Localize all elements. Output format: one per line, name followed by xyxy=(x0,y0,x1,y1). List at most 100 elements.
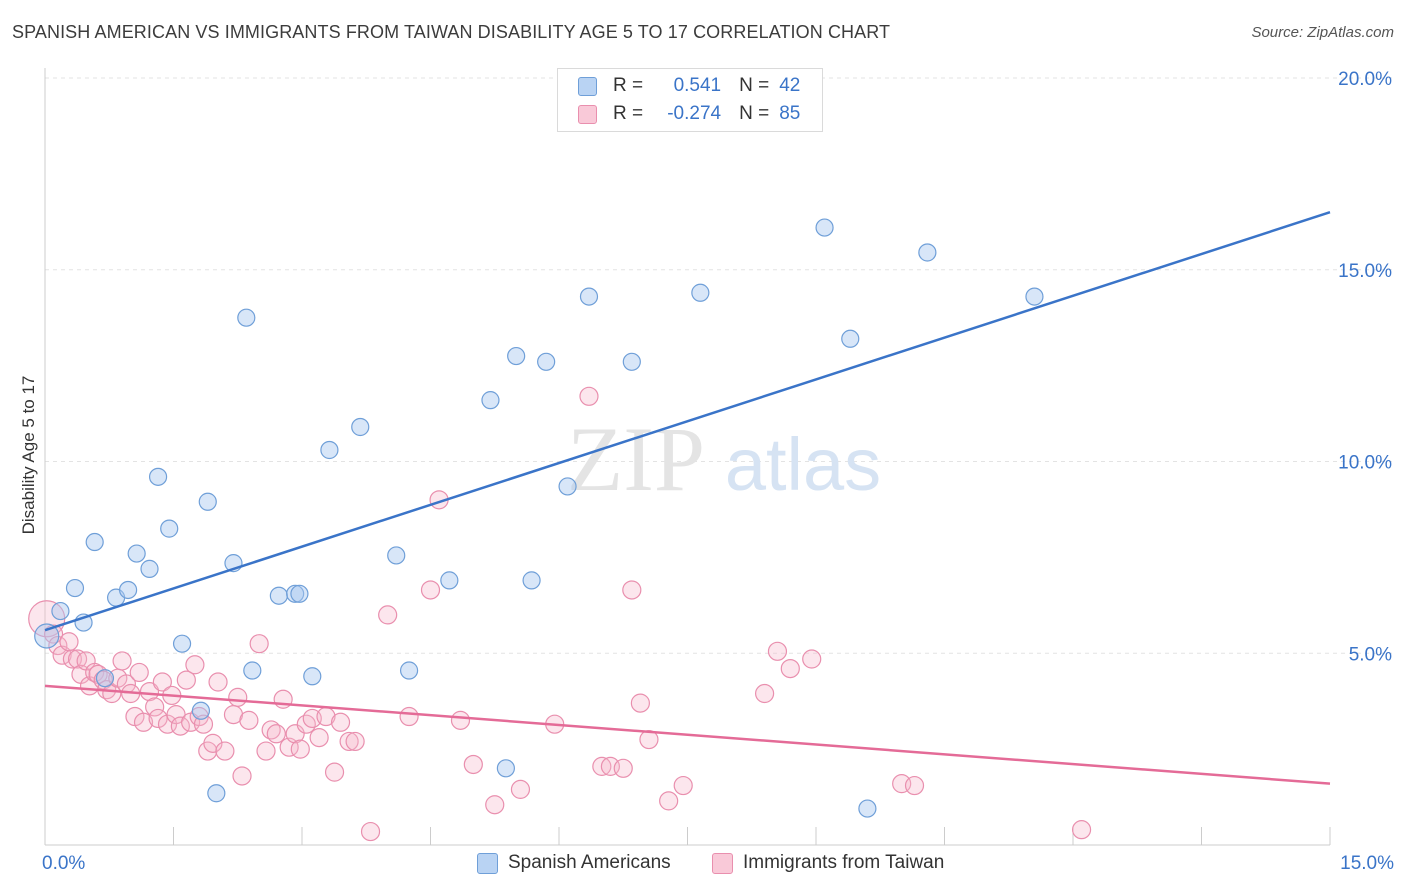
data-point-taiwan xyxy=(780,658,800,679)
data-point-taiwan xyxy=(285,724,305,744)
data-point-taiwan xyxy=(339,731,359,752)
data-point-spanish-american xyxy=(320,440,339,460)
data-point-spanish-american xyxy=(198,492,217,511)
data-point-taiwan xyxy=(208,672,228,692)
legend-item-spanish-americans: Spanish Americans xyxy=(477,852,671,874)
legend-row-immigrants-from-taiwan: R = -0.274 N = 85 xyxy=(578,101,800,127)
data-point-spanish-american xyxy=(65,578,85,598)
data-point-spanish-american xyxy=(290,584,309,603)
data-point-spanish-american xyxy=(207,784,226,803)
trend-line-immigrants-from-taiwan xyxy=(44,684,1331,785)
data-point-taiwan xyxy=(399,706,419,727)
r-label: R = xyxy=(613,75,644,96)
data-point-spanish-american xyxy=(522,571,541,590)
trend-line-spanish-americans xyxy=(44,211,1331,632)
data-point-taiwan xyxy=(59,632,79,652)
data-point-spanish-american xyxy=(440,571,459,590)
data-point-spanish-american xyxy=(841,329,860,348)
data-point-taiwan xyxy=(510,779,531,799)
series-immigrants-from-taiwan xyxy=(28,386,1092,842)
data-point-spanish-american xyxy=(558,477,577,496)
data-point-taiwan xyxy=(767,641,788,661)
data-point-spanish-american xyxy=(399,661,419,680)
data-point-taiwan xyxy=(378,605,398,625)
data-point-taiwan xyxy=(296,714,316,734)
trend-lines xyxy=(44,211,1331,785)
n-label: N = xyxy=(739,75,770,96)
data-point-taiwan xyxy=(360,821,381,842)
data-point-taiwan xyxy=(232,766,252,786)
legend-swatch-pink xyxy=(712,852,733,874)
data-point-taiwan xyxy=(261,720,281,740)
data-point-taiwan xyxy=(290,739,310,759)
series-spanish-americans xyxy=(34,218,1044,818)
data-point-taiwan xyxy=(170,716,190,736)
data-point-taiwan xyxy=(249,634,269,654)
legend-label: Immigrants from Taiwan xyxy=(743,852,945,873)
data-point-taiwan xyxy=(203,733,223,753)
data-point-spanish-american xyxy=(127,544,146,563)
data-point-taiwan xyxy=(330,712,351,732)
data-point-spanish-american xyxy=(140,559,159,578)
data-point-taiwan xyxy=(193,714,214,734)
data-point-spanish-american xyxy=(172,634,192,653)
data-point-spanish-american xyxy=(118,580,138,600)
axes xyxy=(44,68,1331,846)
legend-item-immigrants-from-taiwan: Immigrants from Taiwan xyxy=(712,852,944,874)
y-tick-label: 10.0% xyxy=(1338,453,1392,474)
data-point-spanish-american xyxy=(269,586,288,605)
y-tick-label: 5.0% xyxy=(1349,644,1392,665)
watermark-atlas: atlas xyxy=(725,423,881,506)
data-point-taiwan xyxy=(659,791,679,811)
y-axis-label: Disability Age 5 to 17 xyxy=(19,375,38,535)
data-point-taiwan xyxy=(112,651,132,671)
data-point-taiwan xyxy=(450,710,471,730)
data-point-spanish-american xyxy=(243,661,262,680)
n-value: 85 xyxy=(779,103,801,124)
data-point-taiwan xyxy=(228,687,248,707)
legend-swatch-pink xyxy=(578,104,597,124)
data-point-taiwan xyxy=(613,758,633,778)
y-tick-label: 20.0% xyxy=(1338,69,1392,90)
data-point-taiwan xyxy=(579,386,599,406)
data-point-spanish-american xyxy=(95,669,115,688)
data-point-taiwan xyxy=(256,741,276,761)
data-point-spanish-american xyxy=(507,346,526,366)
n-value: 42 xyxy=(779,75,801,96)
data-point-taiwan xyxy=(345,731,365,752)
data-point-spanish-american xyxy=(815,218,834,237)
data-point-taiwan xyxy=(139,681,160,702)
data-point-spanish-american xyxy=(34,623,60,649)
x-tick-label: 15.0% xyxy=(1340,853,1394,874)
data-point-taiwan xyxy=(420,580,441,600)
data-point-taiwan xyxy=(48,635,68,656)
data-point-taiwan xyxy=(1071,820,1092,840)
data-point-taiwan xyxy=(133,712,154,732)
data-point-spanish-american xyxy=(537,352,556,371)
data-point-spanish-american xyxy=(148,467,168,486)
data-point-taiwan xyxy=(129,662,149,683)
data-point-taiwan xyxy=(266,724,286,744)
watermark-zip: ZIP xyxy=(567,408,705,510)
data-point-spanish-american xyxy=(691,283,710,302)
legend-label: Spanish Americans xyxy=(508,852,671,873)
data-point-taiwan xyxy=(239,710,259,730)
data-point-taiwan xyxy=(215,741,235,761)
grid-lines xyxy=(45,77,1392,654)
data-point-taiwan xyxy=(485,795,505,815)
data-point-spanish-american xyxy=(481,391,500,410)
data-point-taiwan xyxy=(148,708,168,729)
data-point-spanish-american xyxy=(191,701,211,720)
chart-title: SPANISH AMERICAN VS IMMIGRANTS FROM TAIW… xyxy=(12,22,891,42)
data-point-spanish-american xyxy=(918,243,937,262)
y-tick-label: 15.0% xyxy=(1338,261,1392,282)
data-point-taiwan xyxy=(309,728,329,748)
data-point-taiwan xyxy=(904,775,925,796)
r-value: 0.541 xyxy=(673,75,722,96)
source-label: Source: ZipAtlas.com xyxy=(1251,24,1394,41)
data-point-spanish-american xyxy=(579,287,599,306)
legend-row-spanish-americans: R = 0.541 N = 42 xyxy=(578,73,800,99)
data-point-spanish-american xyxy=(622,352,641,371)
data-point-taiwan xyxy=(463,754,483,775)
